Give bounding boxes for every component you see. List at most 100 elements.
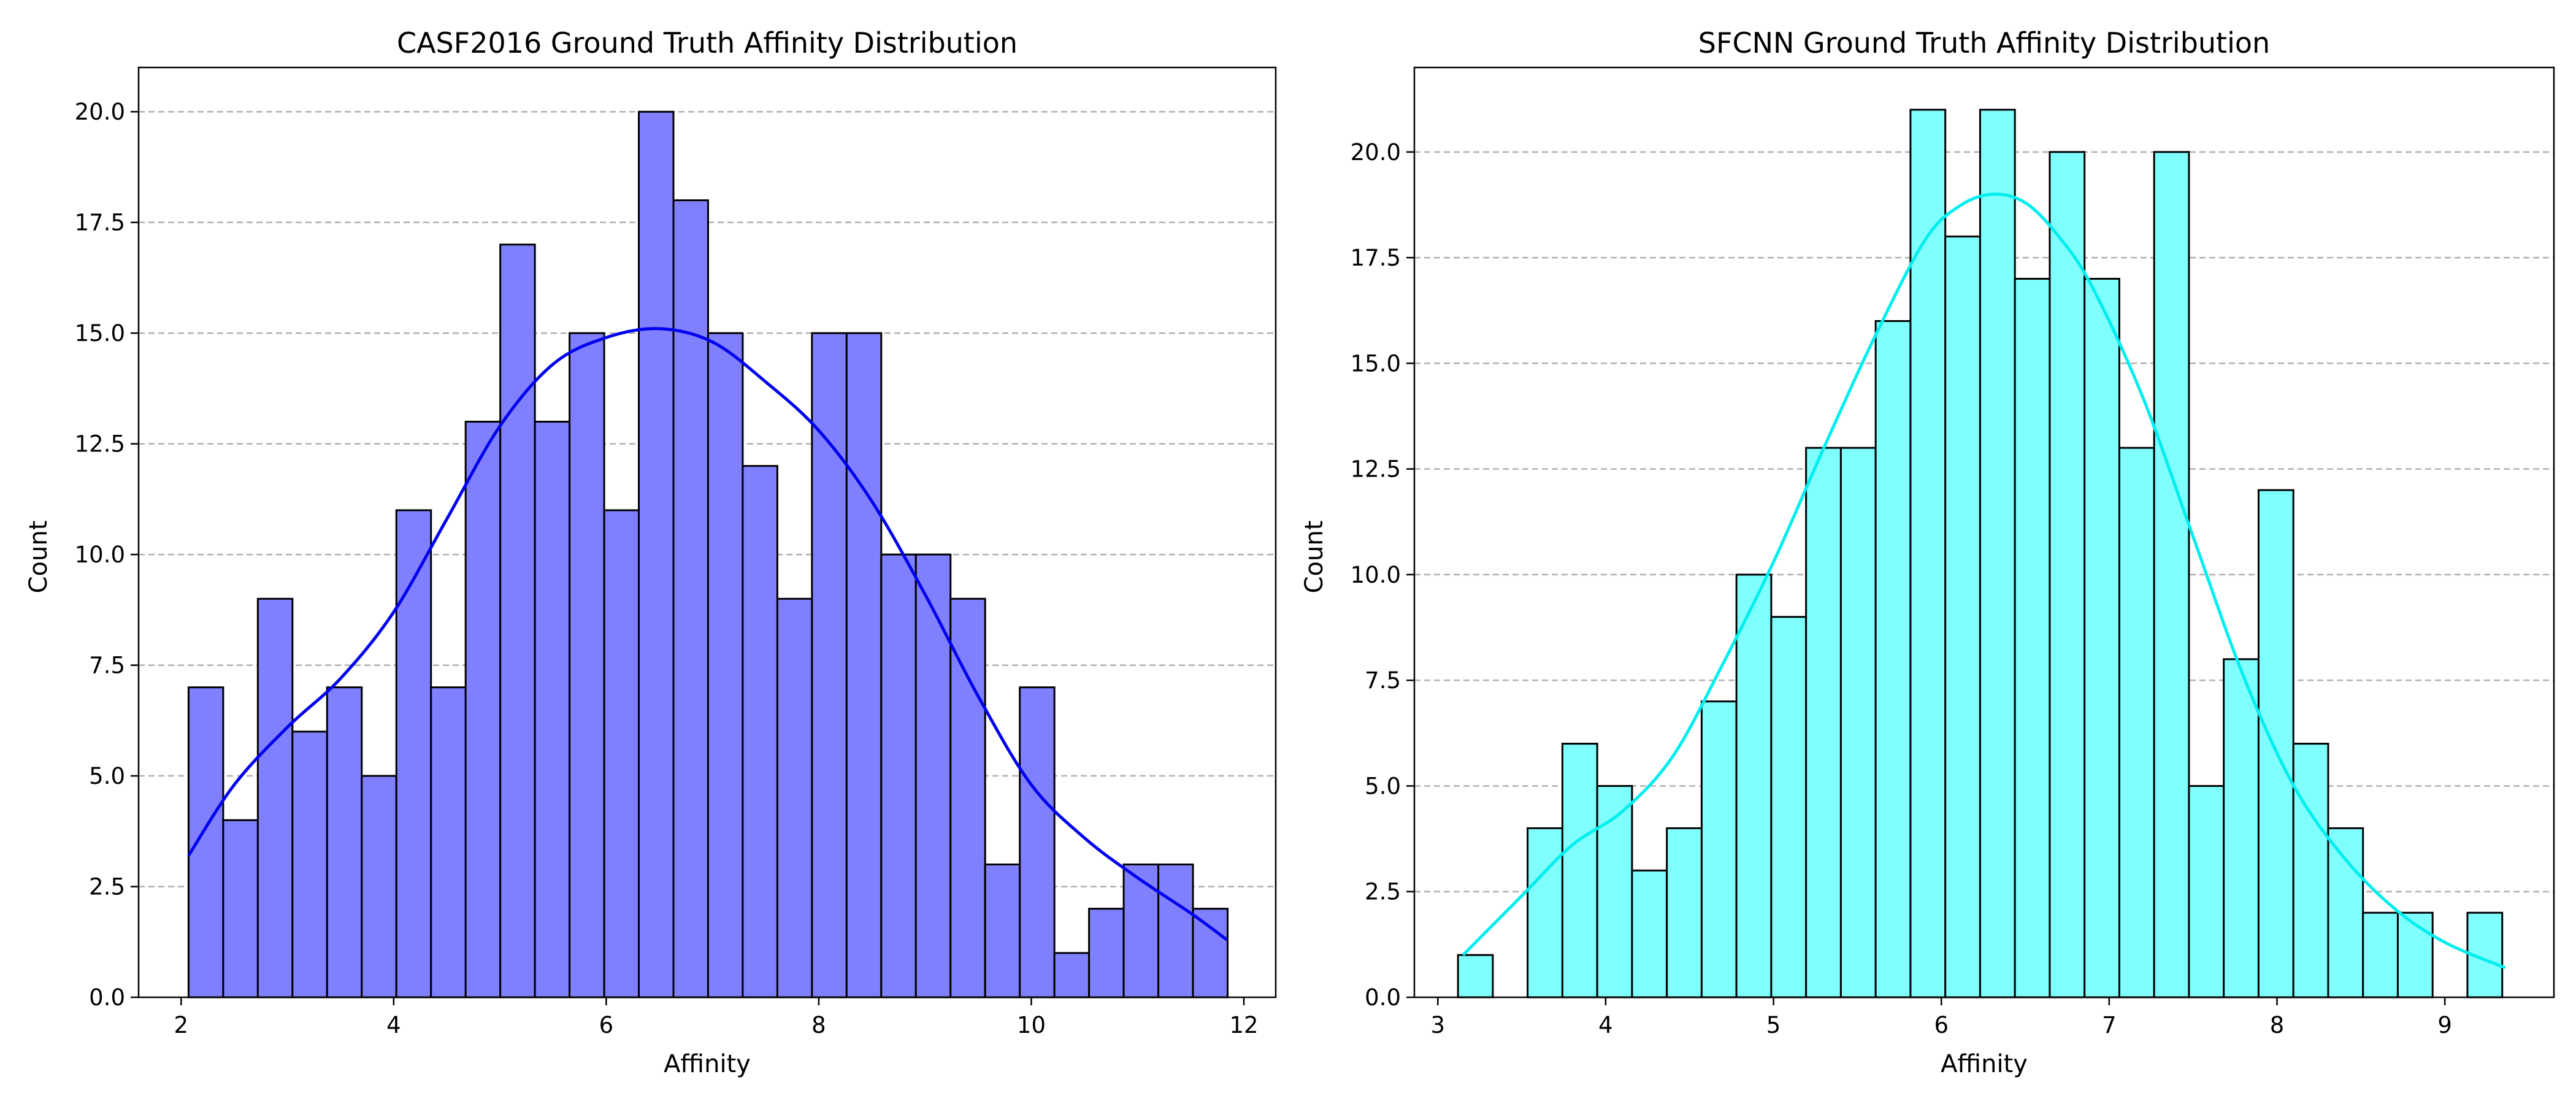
histogram-bar [1735,573,1773,999]
histogram-bar [1979,109,2016,999]
histogram-bar [464,421,502,999]
histogram-bar [187,686,224,999]
y-tick-label: 17.5 [1351,245,1401,271]
y-axis-label: Count [1300,521,1328,594]
histogram-bar [534,421,571,999]
histogram-bar [2188,784,2225,999]
histogram-bar [1053,952,1091,999]
histogram-bar [499,243,536,999]
histogram-bar [1805,447,1842,999]
histogram-bar [256,597,294,999]
y-tick-label: 0.0 [89,984,125,1011]
chart-casf2016: CASF2016 Ground Truth Affinity Distribut… [25,26,1277,1078]
histogram-bar [1874,320,1912,999]
y-tick-label: 12.5 [75,431,125,458]
y-tick-label: 17.5 [75,210,125,236]
kde-line [1462,193,2506,970]
chart-title: CASF2016 Ground Truth Affinity Distribut… [397,26,1018,59]
histogram-bar [845,332,883,999]
x-tick-label: 2 [174,1012,189,1038]
x-axis-label: Affinity [664,1050,751,1078]
y-tick-label: 5.0 [1365,773,1401,799]
histogram-bar [742,465,778,999]
histogram-bar [1631,869,1668,999]
histogram-bar [1909,109,1947,999]
histogram-bar [2327,827,2364,999]
x-tick-label: 7 [2102,1012,2117,1038]
histogram-bar [569,332,605,999]
histogram-bar [1839,447,1877,999]
histogram-bar [2257,489,2294,999]
x-tick-label: 8 [811,1012,826,1038]
x-tick-label: 3 [1431,1012,1446,1038]
histogram-bar [1700,700,1738,999]
x-tick-label: 9 [2437,1012,2452,1038]
histogram-bar [1192,908,1229,999]
chart-title: SFCNN Ground Truth Affinity Distribution [1698,26,2270,59]
y-tick-label: 2.5 [1365,879,1401,905]
histogram-bar [880,553,917,999]
histogram-bar [1088,908,1125,999]
x-tick-label: 6 [599,1012,614,1038]
y-tick-label: 10.0 [75,542,125,568]
histogram-bar [638,110,675,999]
histogram-bar [1944,236,1981,999]
histogram-bar [2153,151,2190,999]
x-tick-label: 4 [386,1012,401,1038]
tick-labels: 0.0 2.5 5.0 7.5 10.0 12.5 15.0 17.5 20.0 2 4 6 8 10 12 [75,99,1259,1038]
histogram-bar [326,686,363,999]
histogram-bar [2292,743,2329,999]
tick-labels: 0.0 2.5 5.0 7.5 10.0 12.5 15.0 17.5 20.0 3 4 5 6 7 8 9 [1351,139,2452,1038]
histogram-bar [1527,827,1563,999]
histogram-bar [707,332,744,999]
histogram-bar [1019,686,1056,999]
histogram-bar [2049,151,2086,999]
histogram-bar [1561,743,1598,999]
histogram-bar [222,819,259,999]
histogram-bars [1457,109,2504,999]
histogram-bar [949,597,986,999]
y-tick-label: 20.0 [75,99,125,125]
histogram-bar [1770,616,1807,999]
x-tick-label: 6 [1934,1012,1949,1038]
histogram-bar [361,775,397,999]
histogram-bar [914,553,952,999]
histogram-bar [2362,911,2399,999]
y-tick-label: 0.0 [1365,984,1401,1011]
histogram-bar [776,597,813,999]
kde-line [187,327,1228,941]
kde-curve [1462,193,2506,970]
kde-curve [187,327,1228,941]
histogram-bar [2223,658,2260,999]
y-tick-label: 7.5 [1365,667,1401,694]
y-tick-label: 20.0 [1351,139,1401,166]
histogram-bar [672,199,709,999]
histogram-bar [2014,278,2051,999]
y-tick-label: 15.0 [75,320,125,347]
histogram-bar [291,730,328,999]
histogram-bar [430,686,467,999]
y-tick-label: 10.0 [1351,562,1401,588]
y-tick-label: 15.0 [1351,350,1401,377]
chart-sfcnn: SFCNN Ground Truth Affinity Distribution… [1300,26,2555,1078]
y-tick-label: 12.5 [1351,456,1401,483]
x-tick-label: 10 [1017,1012,1046,1038]
histogram-bar [984,863,1021,999]
x-tick-label: 4 [1598,1012,1613,1038]
histogram-bar [811,332,848,999]
histogram-bar [1457,954,1494,999]
histogram-bar [1157,863,1194,999]
histogram-bar [395,509,432,999]
histogram-bar [1666,827,1703,999]
histogram-bar [603,509,640,999]
plot-frame [1413,66,2555,999]
plot-frame [137,66,1277,999]
x-axis-label: Affinity [1941,1050,2028,1078]
x-tick-label: 5 [1766,1012,1781,1038]
y-tick-label: 5.0 [89,763,125,789]
y-axis-label: Count [25,521,53,594]
histogram-bar [1122,863,1160,999]
y-tick-label: 7.5 [89,653,125,679]
x-tick-label: 8 [2270,1012,2285,1038]
